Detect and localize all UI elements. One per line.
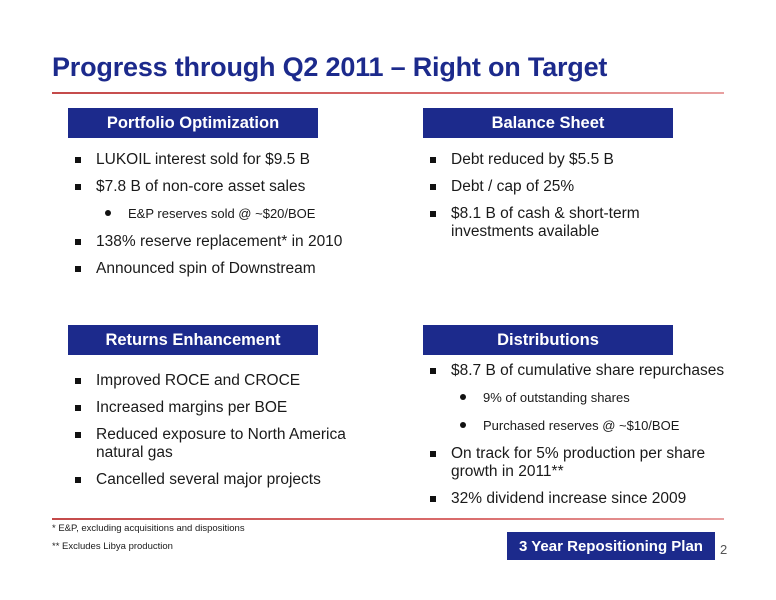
page-number: 2 (720, 542, 728, 557)
footnote-2: ** Excludes Libya production (52, 541, 173, 552)
balance-list: Debt reduced by $5.5 B Debt / cap of 25%… (423, 151, 723, 250)
distributions-header: Distributions (423, 325, 673, 355)
portfolio-list: LUKOIL interest sold for $9.5 B $7.8 B o… (68, 151, 388, 287)
list-subitem: E&P reserves sold @ ~$20/BOE (68, 205, 388, 223)
list-item: Announced spin of Downstream (68, 260, 388, 278)
list-item: $8.1 B of cash & short-term investments … (423, 205, 666, 241)
footnote-1: * E&P, excluding acquisitions and dispos… (52, 523, 245, 534)
footer-divider (52, 518, 724, 520)
page-title: Progress through Q2 2011 – Right on Targ… (52, 52, 608, 82)
list-item: Improved ROCE and CROCE (68, 372, 368, 390)
list-item: Cancelled several major projects (68, 471, 368, 489)
list-subitem: 9% of outstanding shares (423, 389, 743, 407)
plan-badge: 3 Year Repositioning Plan (507, 532, 715, 560)
balance-header: Balance Sheet (423, 108, 673, 138)
portfolio-header: Portfolio Optimization (68, 108, 318, 138)
list-item: 32% dividend increase since 2009 (423, 490, 743, 508)
returns-list: Improved ROCE and CROCE Increased margin… (68, 372, 368, 498)
list-subitem: Purchased reserves @ ~$10/BOE (423, 417, 743, 435)
list-item: On track for 5% production per share gro… (423, 445, 731, 481)
distributions-list: $8.7 B of cumulative share repurchases 9… (423, 362, 743, 517)
list-item: LUKOIL interest sold for $9.5 B (68, 151, 388, 169)
list-item: 138% reserve replacement* in 2010 (68, 233, 388, 251)
list-item: $8.7 B of cumulative share repurchases (423, 362, 743, 380)
list-item: Increased margins per BOE (68, 399, 368, 417)
list-item: Debt reduced by $5.5 B (423, 151, 723, 169)
list-item: Debt / cap of 25% (423, 178, 723, 196)
list-item: Reduced exposure to North America natura… (68, 426, 368, 462)
title-divider (52, 92, 724, 94)
list-item: $7.8 B of non-core asset sales (68, 178, 388, 196)
returns-header: Returns Enhancement (68, 325, 318, 355)
